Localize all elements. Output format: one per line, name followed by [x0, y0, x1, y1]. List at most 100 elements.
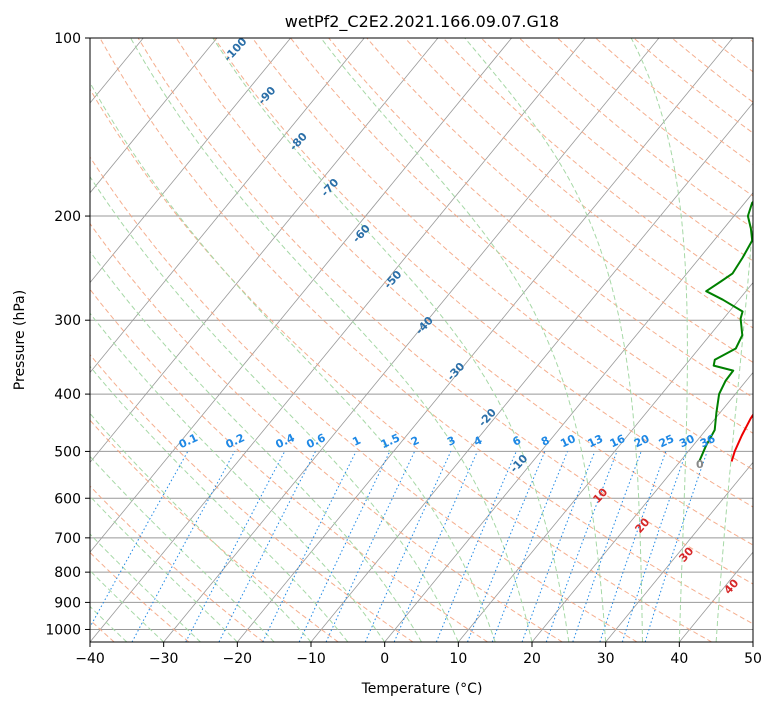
isotherm-line: [458, 282, 753, 642]
moist-adiabat-label: 30: [676, 544, 696, 564]
moist-adiabat-line: [320, 38, 607, 642]
dry-adiabat-label: -100: [221, 35, 250, 64]
dry-adiabat-line: [99, 38, 753, 625]
mixing-ratio-line: [185, 451, 286, 642]
dry-adiabat-line: [90, 88, 712, 642]
axes: −40 −30 −20 −10 0 10 20 30 40 5010020030040050060…: [45, 31, 762, 667]
mixing-ratio-line: [521, 451, 596, 642]
y-tick-label: 500: [54, 444, 81, 460]
moist-adiabat-line: [90, 569, 165, 642]
mixing-ratio-line: [90, 451, 189, 629]
isotherm-line: [384, 192, 753, 642]
moist-adiabat-line: [715, 212, 753, 642]
y-tick-label: 1000: [45, 622, 81, 638]
moist-adiabat-line: [90, 250, 422, 642]
x-tick-label: 10: [449, 651, 467, 667]
plot-frame: [89, 37, 754, 643]
dry-adiabat-label: -10: [507, 452, 530, 476]
dry-adiabat-line: [90, 419, 339, 642]
moist-adiabat-line: [752, 637, 753, 642]
isotherm-line: [605, 461, 753, 642]
mixing-ratio-label: 16: [608, 432, 628, 450]
mixing-ratio-label: 0.6: [304, 431, 327, 451]
moist-adiabat-line: [90, 365, 349, 642]
moist-adiabat-line: [90, 533, 201, 642]
dry-adiabat-line: [480, 38, 753, 262]
y-tick-label: 700: [54, 531, 81, 547]
mixing-ratio-line: [393, 451, 478, 642]
mixing-ratio-line: [218, 451, 316, 642]
moist-adiabat-line: [90, 412, 312, 642]
mixing-ratio-label: 3: [445, 434, 457, 449]
chart-title: wetPf2_C2E2.2021.166.09.07.G18: [285, 12, 559, 32]
dry-adiabat-label: -60: [350, 222, 373, 246]
isotherm-line: [90, 38, 439, 463]
moist-adiabat-line: [630, 38, 688, 642]
isotherm-line: [0, 38, 70, 642]
mixing-ratio-line: [545, 451, 618, 642]
mixing-ratio-label: 4: [472, 434, 485, 449]
mixing-ratio-line: [572, 451, 642, 642]
mixing-ratio-line: [467, 451, 546, 642]
mixing-ratio-line: [364, 451, 452, 642]
mixing-ratio-line: [491, 451, 568, 642]
mixing-ratio-label: 13: [586, 432, 605, 450]
dry-adiabat-line: [709, 38, 753, 73]
x-tick-label: 0: [380, 651, 389, 667]
isotherm-line: [90, 38, 218, 194]
isotherm-line: [90, 38, 291, 284]
mixing-ratio-line: [599, 451, 667, 642]
y-axis-title: Pressure (hPa): [12, 290, 28, 390]
mixing-ratio-label: 6: [511, 434, 524, 449]
zero-marker-label: 0: [696, 458, 704, 471]
y-tick-label: 900: [54, 595, 81, 611]
mixing-ratio-line: [298, 451, 391, 642]
isotherm-line: [531, 371, 753, 642]
mixing-ratio-label: 30: [677, 432, 697, 450]
dry-adiabat-line: [90, 551, 190, 642]
isotherm-line: [752, 641, 753, 642]
x-tick-label: −40: [75, 651, 105, 667]
dry-adiabat-label: -50: [381, 268, 404, 292]
dry-adiabat-line: [90, 485, 264, 642]
dry-adiabat-line: [90, 156, 638, 642]
dry-adiabat-line: [213, 38, 753, 508]
dry-adiabat-line: [366, 38, 753, 363]
x-axis-title: Temperature (°C): [361, 681, 483, 697]
y-tick-label: 200: [54, 209, 81, 225]
mixing-ratio-line: [435, 451, 517, 642]
dry-adiabat-line: [90, 222, 563, 642]
dry-adiabat-line: [747, 38, 753, 43]
mixing-ratio-label: 1: [350, 434, 362, 449]
moist-adiabat-line: [90, 81, 496, 642]
dry-adiabat-line: [328, 38, 753, 399]
x-tick-label: 50: [744, 651, 762, 667]
mixing-ratio-label: 36: [698, 432, 718, 450]
isotherm-line: [163, 38, 660, 642]
mixing-ratio-line: [262, 451, 357, 642]
profile-lines: [698, 200, 753, 462]
moist-adiabat-line: [90, 312, 386, 642]
mixing-ratio-line: [621, 451, 687, 642]
isotherm-line: [237, 38, 733, 642]
mixing-ratio-line: [131, 451, 236, 642]
dewpoint-profile: [698, 200, 753, 462]
x-tick-label: 40: [670, 651, 688, 667]
dry-adiabat-label: -80: [287, 130, 310, 154]
moist-adiabat-line: [130, 38, 533, 642]
isotherm-line: [90, 38, 365, 374]
x-tick-label: 30: [597, 651, 615, 667]
dry-adiabat-line: [442, 38, 753, 295]
moist-adiabat-line: [90, 455, 275, 642]
moist-adiabat-label: 10: [590, 485, 610, 505]
moist-adiabat-label: 20: [632, 515, 652, 535]
isotherm-line: [310, 102, 753, 642]
dry-adiabat-label: -30: [444, 360, 467, 384]
x-tick-label: −10: [296, 651, 326, 667]
y-tick-label: 600: [54, 491, 81, 507]
mixing-ratio-label: 20: [632, 432, 652, 450]
mixing-ratio-line: [644, 451, 708, 642]
dry-adiabat-line: [404, 38, 753, 329]
mixing-ratio-label: 25: [657, 432, 676, 450]
dry-adiabat-line: [137, 38, 753, 585]
